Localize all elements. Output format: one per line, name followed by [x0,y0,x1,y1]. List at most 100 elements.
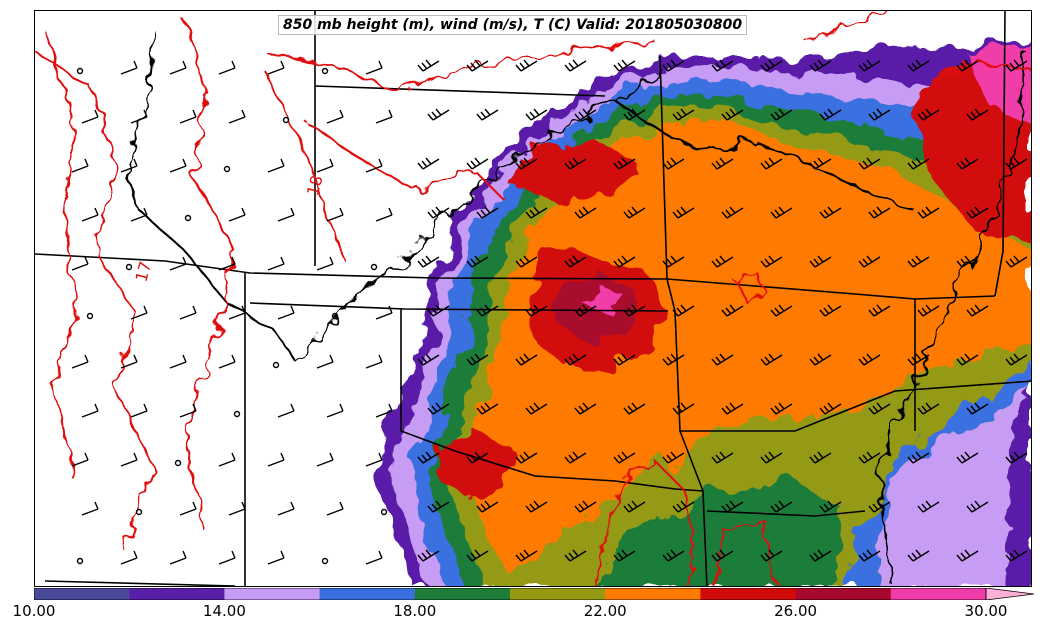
wind-barb [81,403,99,418]
wind-barb [277,501,295,516]
wind-barb [1005,59,1028,72]
wind-barb [228,207,246,222]
wind-barb [120,60,138,75]
wind-barb [966,304,989,317]
wind-barb [623,206,646,219]
wind-barb [760,353,783,366]
calm-wind-marker [184,214,192,222]
wind-barb [218,452,236,467]
wind-barb [907,157,930,170]
colorbar-tick-label: 22.00 [583,602,627,620]
wind-barb [907,353,930,366]
wind-barb [966,500,989,513]
wind-barb [809,157,832,170]
wind-barb [375,109,393,124]
wind-barb [427,500,450,513]
wind-barb [672,108,695,121]
wind-barb [721,304,744,317]
wind-barb [228,109,246,124]
wind-barb [218,550,236,565]
wind-barb [672,206,695,219]
colorbar-extend-triangle [985,588,1034,600]
wind-barb [858,255,881,268]
state-borders [35,11,1031,586]
wind-barb [417,353,440,366]
colorbar-segment [795,588,892,600]
wind-barb [907,451,930,464]
wind-barb [81,109,99,124]
fill-se-purple [1005,395,1031,586]
wind-barbs [71,59,1028,565]
calm-wind-marker [272,361,280,369]
fill-se-cool [875,392,1031,586]
wind-barb [525,108,548,121]
wind-barb [770,304,793,317]
colorbar [34,588,1034,600]
wind-barb [525,500,548,513]
wind-barb [819,304,842,317]
colorbar-segment [510,588,606,600]
wind-barb [130,403,148,418]
wind-barb [760,549,783,562]
wind-barb [218,256,236,271]
wind-barb [662,59,685,72]
wind-barb [218,354,236,369]
calm-wind-marker [86,312,94,320]
calm-wind-marker [135,508,143,516]
colorbar-segment [700,588,797,600]
wind-barb [574,108,597,121]
wind-barb [1005,451,1028,464]
calm-wind-marker [174,459,182,467]
colorbar-segment [224,588,321,600]
wind-barb [466,549,489,562]
wind-barb [427,402,450,415]
wind-barb [760,451,783,464]
wind-barb [956,451,979,464]
wind-barb [365,354,383,369]
wind-barb [956,353,979,366]
wind-barb [515,451,538,464]
wind-barb [917,108,940,121]
wind-barb [858,157,881,170]
wind-barb [662,157,685,170]
wind-barb [417,549,440,562]
fill-22-24 [467,121,1031,571]
colorbar-segment [605,588,701,600]
colorbar-segment [890,588,987,600]
wind-barb [770,402,793,415]
wind-barb [819,206,842,219]
wind-barb [809,353,832,366]
wind-barb [466,157,489,170]
wind-barb [466,451,489,464]
wind-barb [564,157,587,170]
map-panel: 18 17 [34,10,1032,587]
wind-barb [375,403,393,418]
wind-barb [326,403,344,418]
wind-barb [564,353,587,366]
wind-barb [721,500,744,513]
calm-wind-marker [380,508,388,516]
wind-barb [613,157,636,170]
wind-barb [326,109,344,124]
wind-barb [574,500,597,513]
wind-barb [770,500,793,513]
wind-barb [613,549,636,562]
wind-barb [613,255,636,268]
wind-barb [71,256,89,271]
wind-barb [770,206,793,219]
wind-barb [662,353,685,366]
wind-barb [711,549,734,562]
wind-barb [809,549,832,562]
wind-barb [169,256,187,271]
wind-barb [120,452,138,467]
map-title: 850 mb height (m), wind (m/s), T (C) Val… [278,15,748,35]
wind-barb [179,501,197,516]
wind-barb [427,108,450,121]
wind-barb [721,402,744,415]
wind-barb [1005,353,1028,366]
wind-barb [868,206,891,219]
wind-barb [760,59,783,72]
wind-barb [130,207,148,222]
wind-barb [179,109,197,124]
wind-barb [868,108,891,121]
